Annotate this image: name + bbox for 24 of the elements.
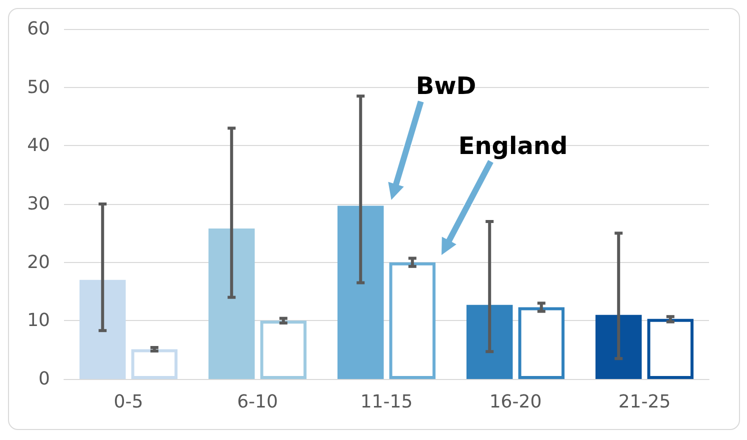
bar <box>466 304 513 379</box>
bar <box>647 318 694 379</box>
annotation: England <box>458 132 568 160</box>
y-tick-label: 40 <box>27 135 50 156</box>
bar <box>595 314 642 379</box>
x-tick-label: 6-10 <box>237 392 278 412</box>
y-tick-label: 0 <box>38 368 50 390</box>
x-tick-label: 11-15 <box>360 392 413 412</box>
y-tick-label: 50 <box>27 76 50 98</box>
x-tick-label: 0-5 <box>114 392 144 412</box>
bar <box>208 228 255 379</box>
x-tick-label: 16-20 <box>489 392 542 412</box>
bar <box>131 349 178 379</box>
bar <box>518 307 565 379</box>
y-tick-label: 30 <box>27 194 50 214</box>
y-tick-label: 20 <box>27 252 50 273</box>
x-tick-label: 21-25 <box>618 392 671 412</box>
annotation: BwD <box>416 72 476 100</box>
y-tick-label: 60 <box>27 18 50 40</box>
bar <box>337 206 384 379</box>
bar <box>389 262 436 379</box>
bar <box>79 280 126 379</box>
bar <box>260 320 307 379</box>
y-tick-label: 10 <box>27 310 50 332</box>
